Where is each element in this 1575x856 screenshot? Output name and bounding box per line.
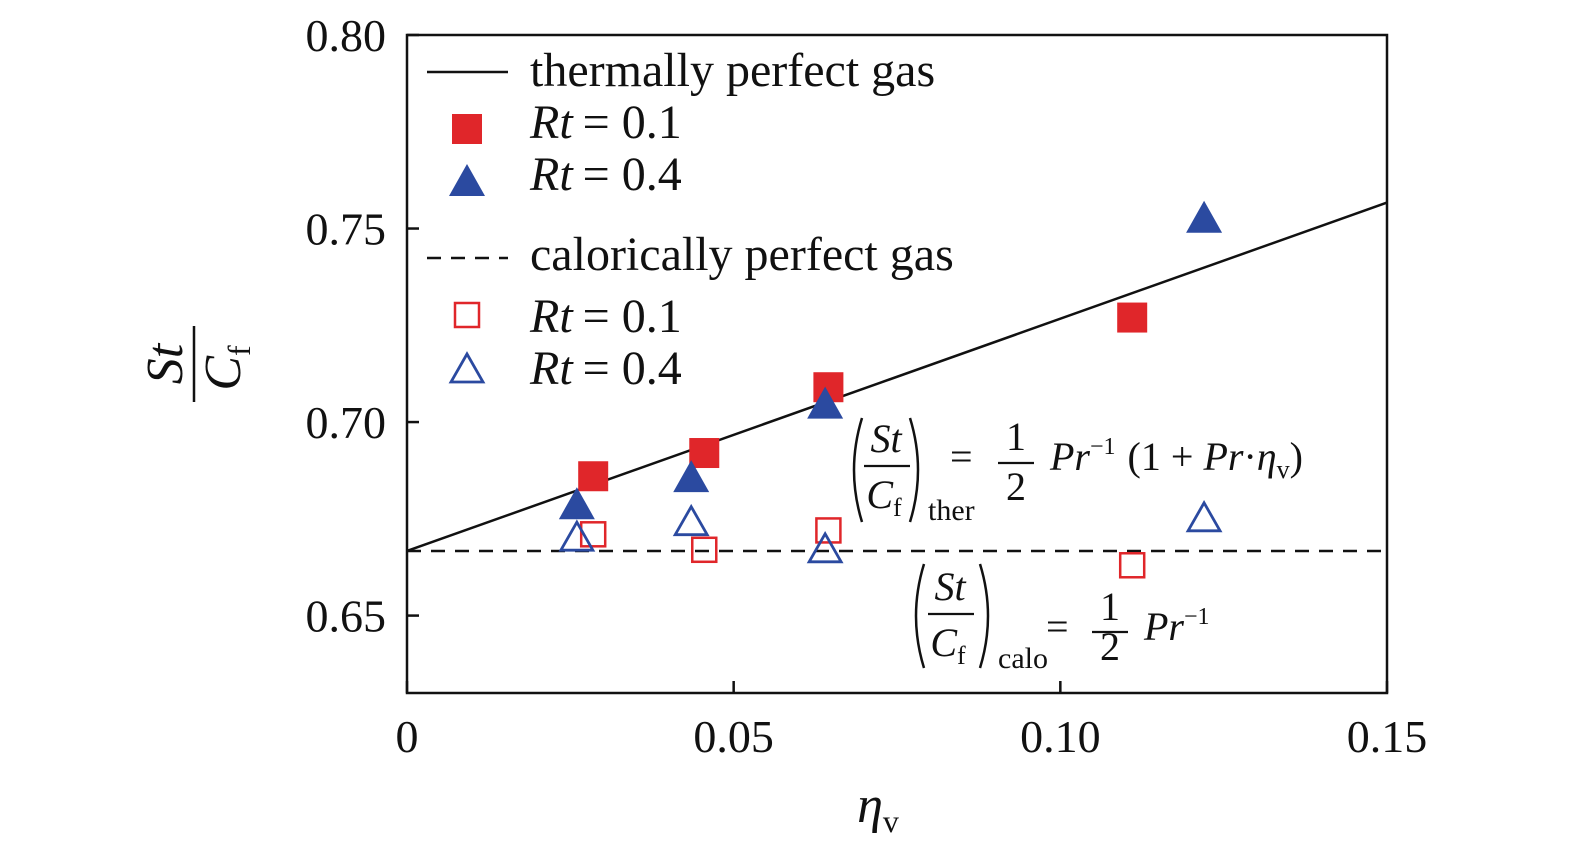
calo-half-den: 2 [1100, 624, 1120, 669]
calo-left-paren [914, 563, 926, 669]
ther-equals: = [950, 434, 973, 479]
calo-half-num: 1 [1100, 584, 1120, 629]
x-label-main: η [857, 777, 883, 834]
legend-rt-symbol: Rt [529, 290, 574, 343]
x-axis-label: ηv [857, 777, 899, 839]
data-point-square-filled [689, 438, 720, 469]
ther-subscript: ther [928, 494, 975, 527]
legend-rt01-filled: Rt = 0.1 [529, 96, 682, 149]
calo-equals: = [1046, 604, 1069, 649]
y-tick-label: 0.75 [306, 204, 387, 255]
data-point-triangle-filled [558, 487, 595, 520]
annotation-calo-formula: St Cf calo = 1 2 Pr−1 [914, 563, 1210, 675]
legend: thermally perfect gas Rt = 0.1 Rt = 0.4 ca… [427, 44, 954, 395]
ther-den-main: C [866, 472, 894, 517]
ther-pr2: Pr [1202, 434, 1243, 479]
ther-left-paren [852, 417, 864, 523]
y-axis-label: St Cf [137, 326, 257, 402]
data-point-triangle-open [672, 503, 710, 537]
legend-open-triangle-marker [448, 351, 486, 384]
x-tick-label: 0 [396, 711, 419, 762]
legend-rt-symbol: Rt [529, 148, 574, 201]
legend-rt-value: = 0.1 [583, 290, 682, 343]
legend-rt-value: = 0.4 [583, 342, 682, 395]
legend-calor-label: calorically perfect gas [530, 228, 954, 281]
data-point-square-open [691, 536, 718, 564]
calo-rhs: Pr−1 [1143, 604, 1210, 649]
data-point-square-open [815, 517, 842, 544]
data-points [558, 200, 1223, 579]
legend-thermal-label: thermally perfect gas [530, 44, 935, 97]
legend-rt-value: = 0.1 [583, 96, 682, 149]
plot-frame [405, 33, 1389, 695]
legend-filled-square-marker [452, 114, 482, 144]
y-tick-label: 0.70 [306, 397, 387, 448]
legend-rt04-filled: Rt = 0.4 [529, 148, 682, 201]
data-point-square-open [1118, 552, 1146, 579]
x-label-sub: v [883, 803, 899, 839]
legend-open-square-marker [453, 301, 481, 329]
data-point-triangle-filled [1186, 200, 1223, 233]
data-point-square-filled [1117, 302, 1148, 333]
y-label-den-sub: f [221, 345, 257, 356]
ther-num: St [870, 416, 902, 461]
data-point-square-filled [578, 461, 609, 492]
x-tick-label: 0.15 [1347, 711, 1428, 762]
series-lines [406, 201, 1388, 553]
calo-den-main: C [930, 620, 958, 665]
x-tick-label: 0.05 [693, 711, 774, 762]
annotation-ther-formula: St Cf ther = 1 2 Pr−1 (1 + Pr·ηv) [852, 414, 1303, 527]
legend-rt-symbol: Rt [529, 342, 574, 395]
legend-filled-triangle-marker [449, 164, 485, 196]
ther-eta-sub: v [1277, 455, 1290, 484]
calo-subscript: calo [998, 642, 1048, 675]
ther-dot: · [1243, 434, 1256, 479]
ther-pr: Pr [1049, 434, 1090, 479]
y-label-numerator: St [137, 342, 194, 384]
y-tick-label: 0.65 [306, 591, 387, 642]
calo-num: St [934, 564, 966, 609]
ther-eta: η [1257, 434, 1277, 479]
data-point-triangle-filled [673, 460, 710, 493]
x-tick-label: 0.10 [1020, 711, 1101, 762]
calo-den-sub: f [957, 641, 966, 670]
data-point-square-open [579, 521, 607, 548]
ther-half-den: 2 [1006, 464, 1026, 509]
legend-rt04-open: Rt = 0.4 [529, 342, 682, 395]
calo-den: Cf [930, 620, 966, 670]
ther-den: Cf [866, 472, 902, 522]
y-tick-label: 0.80 [306, 10, 387, 61]
y-label-den-main: C [195, 355, 252, 391]
y-label-denominator: Cf [195, 345, 257, 391]
ther-den-sub: f [893, 493, 902, 522]
data-point-triangle-open [558, 519, 596, 552]
data-point-triangle-open [1185, 500, 1223, 533]
thermally-perfect-gas-line [406, 201, 1388, 553]
ther-right-paren [908, 417, 920, 523]
calo-pr-exp: −1 [1184, 604, 1210, 630]
ther-paren-close: ) [1290, 434, 1303, 479]
ther-pr-exp: −1 [1090, 434, 1116, 460]
legend-rt01-open: Rt = 0.1 [529, 290, 682, 343]
ther-rhs: Pr−1 (1 + Pr·ηv) [1049, 434, 1303, 484]
data-point-triangle-filled [807, 386, 844, 419]
calo-right-paren [978, 563, 990, 669]
legend-rt-symbol: Rt [529, 96, 574, 149]
data-point-triangle-open [806, 530, 844, 564]
legend-rt-value: = 0.4 [583, 148, 682, 201]
axis-ticks: 0 0.05 0.10 0.15 0.65 0.70 0.75 0.80 [306, 10, 1428, 762]
ther-half-num: 1 [1006, 414, 1026, 459]
ther-paren-open: (1 + [1128, 434, 1204, 479]
calo-pr: Pr [1143, 604, 1184, 649]
